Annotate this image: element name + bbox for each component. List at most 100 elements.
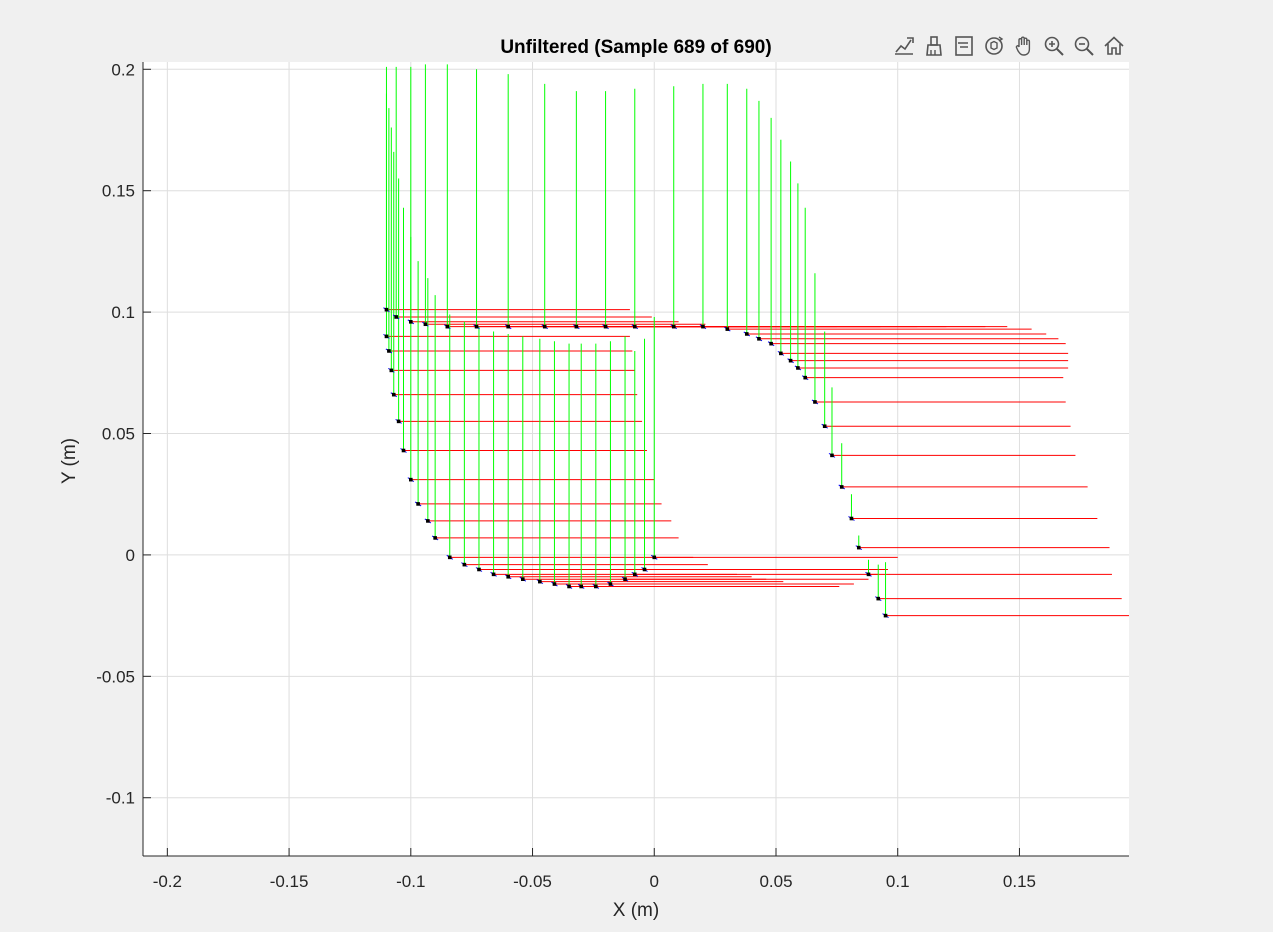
y-tick-label: 0 bbox=[126, 546, 135, 565]
home-icon bbox=[1104, 36, 1124, 55]
pose-marker bbox=[462, 562, 467, 567]
y-tick-label: -0.05 bbox=[96, 667, 135, 686]
data-tips-icon bbox=[895, 37, 914, 55]
pose-marker bbox=[567, 584, 571, 589]
x-tick-label: -0.15 bbox=[270, 872, 309, 891]
pose-marker bbox=[538, 579, 542, 584]
pose-marker bbox=[542, 324, 547, 329]
pose-marker bbox=[876, 596, 881, 601]
pan-button[interactable] bbox=[1010, 32, 1038, 60]
legend-button[interactable] bbox=[950, 32, 978, 60]
y-tick-label: 0.2 bbox=[111, 60, 135, 79]
pose-marker bbox=[579, 584, 584, 589]
pose-marker bbox=[387, 349, 391, 353]
rotate-3d-icon bbox=[985, 36, 1004, 55]
pose-marker bbox=[632, 572, 637, 577]
pose-marker bbox=[423, 322, 428, 327]
pose-marker bbox=[725, 327, 730, 331]
pose-marker bbox=[384, 334, 389, 339]
brush-icon bbox=[926, 36, 942, 56]
pose-marker bbox=[520, 577, 525, 581]
pose-marker bbox=[474, 324, 479, 329]
y-tick-labels: -0.1 -0.05 0 0.05 0.1 0.15 0.2 bbox=[96, 60, 135, 807]
brush-button[interactable] bbox=[920, 32, 948, 60]
zoom-out-icon bbox=[1074, 36, 1094, 56]
pose-marker bbox=[779, 351, 783, 356]
pose-markers bbox=[384, 307, 888, 618]
x-tick-label: -0.05 bbox=[513, 872, 552, 891]
zoom-in-button[interactable] bbox=[1040, 32, 1068, 60]
pose-marker bbox=[394, 315, 398, 319]
pose-marker bbox=[642, 567, 647, 572]
pose-marker bbox=[396, 419, 401, 424]
chart-title: Unfiltered (Sample 689 of 690) bbox=[500, 37, 771, 58]
x-tick-label: -0.2 bbox=[153, 872, 182, 891]
y-tick-label: -0.1 bbox=[106, 789, 135, 808]
pose-marker bbox=[856, 545, 861, 550]
zoom-out-button[interactable] bbox=[1070, 32, 1098, 60]
pose-marker bbox=[426, 519, 430, 523]
pan-icon bbox=[1015, 36, 1031, 56]
pose-marker bbox=[788, 358, 793, 363]
rotate-3d-button[interactable] bbox=[980, 32, 1008, 60]
pose-marker bbox=[445, 324, 450, 329]
pose-marker bbox=[632, 324, 637, 329]
x-axis-label: X (m) bbox=[613, 900, 659, 921]
pose-marker bbox=[839, 485, 844, 489]
pose-marker bbox=[594, 584, 598, 589]
y-tick-label: 0.15 bbox=[102, 182, 135, 201]
pose-marker bbox=[574, 324, 579, 329]
pose-marker bbox=[506, 574, 510, 579]
home-button[interactable] bbox=[1100, 32, 1128, 60]
legend-icon bbox=[955, 36, 973, 56]
pose-marker bbox=[409, 477, 413, 482]
pose-marker bbox=[433, 536, 437, 540]
x-tick-label: 0 bbox=[650, 872, 659, 891]
x-tick-label: 0.15 bbox=[1003, 872, 1036, 891]
pose-marker bbox=[830, 453, 834, 458]
pose-marker bbox=[652, 555, 657, 560]
zoom-in-icon bbox=[1044, 36, 1064, 56]
pose-marker bbox=[447, 555, 452, 560]
x-tick-label: 0.05 bbox=[759, 872, 792, 891]
data-tips-button[interactable] bbox=[890, 32, 918, 60]
pose-marker bbox=[384, 307, 389, 312]
pose-marker bbox=[506, 324, 510, 329]
pose-marker bbox=[416, 502, 420, 506]
pose-marker bbox=[491, 572, 496, 577]
pose-marker bbox=[849, 516, 854, 521]
pose-marker bbox=[866, 572, 871, 577]
y-axis-arrows bbox=[385, 64, 887, 616]
pose-marker bbox=[883, 613, 888, 618]
axes-background bbox=[143, 62, 1129, 856]
pose-marker bbox=[389, 368, 394, 373]
y-axis-label: Y (m) bbox=[59, 438, 80, 484]
axes-box bbox=[142, 62, 1129, 857]
pose-marker bbox=[603, 324, 608, 329]
pose-marker bbox=[769, 341, 773, 346]
pose-marker bbox=[552, 582, 557, 586]
pose-marker bbox=[477, 567, 481, 572]
axes-toolbar bbox=[890, 31, 1128, 61]
pose-marker bbox=[701, 324, 705, 329]
pose-marker bbox=[813, 400, 817, 404]
y-tick-label: 0.1 bbox=[111, 303, 135, 322]
pose-frames bbox=[383, 64, 1129, 619]
pose-marker bbox=[744, 332, 749, 336]
x-tick-label: 0.1 bbox=[886, 872, 910, 891]
pose-marker bbox=[623, 577, 627, 581]
y-tick-label: 0.05 bbox=[102, 425, 135, 444]
pose-marker bbox=[803, 375, 808, 380]
x-tick-label: -0.1 bbox=[396, 872, 425, 891]
pose-marker bbox=[608, 582, 613, 586]
x-tick-labels: -0.2 -0.15 -0.1 -0.05 0 0.05 0.1 0.15 bbox=[153, 872, 1036, 891]
pose-marker bbox=[757, 337, 761, 341]
pose-marker bbox=[409, 320, 413, 324]
pose-marker bbox=[822, 424, 827, 429]
pose-marker bbox=[671, 324, 676, 329]
pose-marker bbox=[796, 366, 800, 370]
pose-marker bbox=[401, 448, 406, 453]
pose-marker bbox=[391, 392, 396, 397]
